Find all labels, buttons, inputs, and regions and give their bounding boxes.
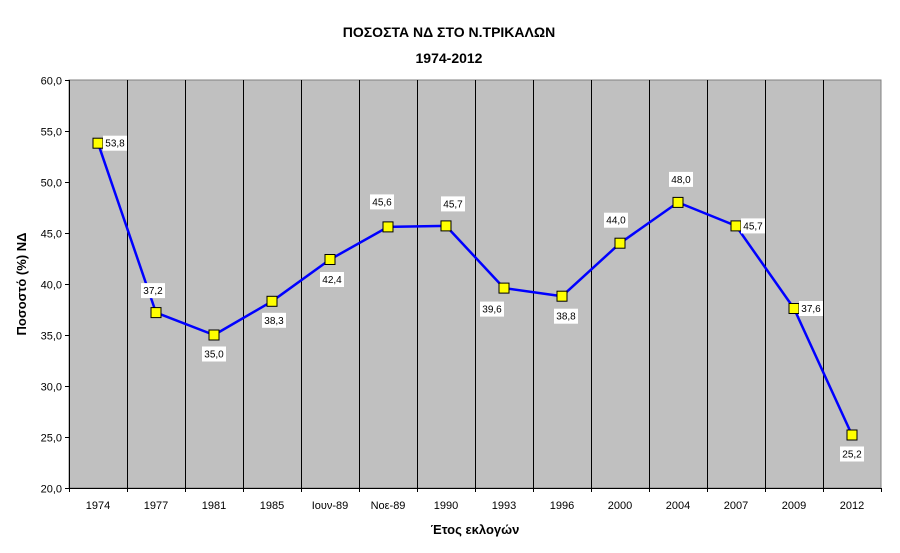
x-tick-label: 2012 bbox=[840, 500, 864, 512]
data-point-marker bbox=[614, 237, 626, 249]
y-tick-label: 25,0 bbox=[41, 433, 62, 445]
data-label-text: 39,6 bbox=[482, 305, 502, 316]
y-tick-label: 30,0 bbox=[41, 382, 62, 394]
x-tick-label: Ιουν-89 bbox=[312, 500, 349, 512]
data-label-text: 48,0 bbox=[671, 175, 691, 186]
x-tick-label: 2009 bbox=[782, 500, 806, 512]
y-tick-label: 35,0 bbox=[41, 331, 62, 343]
data-label-box bbox=[480, 301, 504, 317]
data-label-text: 38,3 bbox=[264, 316, 284, 327]
x-tick-label: 1993 bbox=[492, 500, 516, 512]
data-label: 48,0 bbox=[669, 171, 693, 187]
y-axis-title: Ποσοστό (%) ΝΔ bbox=[14, 233, 29, 336]
data-label: 37,6 bbox=[799, 301, 823, 316]
x-tick-label: Νοε-89 bbox=[371, 500, 406, 512]
data-label-box bbox=[141, 283, 165, 299]
data-label-box bbox=[741, 218, 765, 234]
data-label-box bbox=[320, 272, 344, 287]
data-label-box bbox=[840, 446, 864, 462]
x-axis: 1974 1977 1981 1985 Ιουν-89 Νοε-89 1990 1993 199… bbox=[69, 488, 882, 512]
data-label: 45,7 bbox=[741, 218, 765, 234]
data-label-box bbox=[441, 196, 465, 212]
data-label-box bbox=[669, 171, 693, 187]
y-tick-label: 20,0 bbox=[41, 484, 62, 496]
data-label-text: 45,6 bbox=[372, 197, 392, 208]
data-point-marker bbox=[556, 290, 568, 302]
series-layer bbox=[92, 137, 858, 441]
chart-title: ΠΟΣΟΣΤΑ ΝΔ ΣΤΟ Ν.ΤΡΙΚΑΛΩΝ bbox=[343, 24, 555, 40]
x-tick-label: 2000 bbox=[608, 500, 632, 512]
x-tick-label: 1985 bbox=[260, 500, 284, 512]
data-label: 25,2 bbox=[840, 446, 864, 462]
data-label-box bbox=[799, 301, 823, 316]
data-label: 35,0 bbox=[202, 346, 226, 362]
y-tick-label: 45,0 bbox=[41, 229, 62, 241]
data-point-marker bbox=[440, 220, 452, 232]
data-label-box bbox=[103, 135, 127, 151]
data-label-text: 25,2 bbox=[842, 450, 862, 461]
y-tick-label: 50,0 bbox=[41, 178, 62, 190]
data-point-marker bbox=[150, 307, 162, 319]
grid-layer bbox=[127, 80, 824, 488]
x-tick-label: 1974 bbox=[86, 500, 110, 512]
x-tick-label: 1996 bbox=[550, 500, 574, 512]
chart-subtitle: 1974-2012 bbox=[416, 50, 483, 66]
x-tick-label: 1981 bbox=[202, 500, 226, 512]
data-label-text: 53,8 bbox=[105, 139, 125, 150]
y-axis: 20,0 25,0 30,0 35,0 40,0 45,0 50,0 55,0 60,0 bbox=[41, 76, 70, 496]
data-point-marker bbox=[730, 220, 742, 232]
x-axis-title: Έτος εκλογών bbox=[431, 522, 520, 537]
data-point-marker bbox=[788, 303, 800, 314]
data-point-marker bbox=[208, 329, 220, 341]
data-label-text: 45,7 bbox=[743, 221, 763, 232]
data-point-marker bbox=[266, 295, 278, 307]
data-label: 53,8 bbox=[103, 135, 127, 151]
data-label-text: 37,6 bbox=[801, 304, 821, 315]
data-label-box bbox=[370, 194, 394, 210]
data-label-text: 38,8 bbox=[556, 312, 576, 323]
data-label: 44,0 bbox=[604, 212, 628, 228]
y-tick-label: 55,0 bbox=[41, 127, 62, 139]
x-tick-label: 1977 bbox=[144, 500, 168, 512]
y-tick-label: 60,0 bbox=[41, 76, 62, 88]
series-line bbox=[96, 142, 854, 436]
x-tick-label: 1990 bbox=[434, 500, 458, 512]
data-point-marker bbox=[498, 282, 510, 294]
data-label-text: 44,0 bbox=[606, 216, 626, 227]
data-label: 45,6 bbox=[370, 194, 394, 210]
data-label-text: 42,4 bbox=[322, 275, 342, 286]
y-tick-label: 40,0 bbox=[41, 280, 62, 292]
data-label-box bbox=[262, 312, 286, 328]
data-label-box bbox=[202, 346, 226, 362]
x-tick-label: 2004 bbox=[666, 500, 690, 512]
data-point-marker bbox=[92, 137, 104, 149]
data-label: 39,6 bbox=[480, 301, 504, 317]
data-label-text: 35,0 bbox=[204, 350, 224, 361]
data-label-box bbox=[604, 212, 628, 228]
data-point-marker bbox=[382, 221, 394, 233]
data-label-box bbox=[554, 308, 578, 324]
data-label: 42,4 bbox=[320, 272, 344, 287]
data-point-marker bbox=[846, 429, 858, 441]
data-label-text: 37,2 bbox=[143, 286, 163, 297]
data-label-text: 45,7 bbox=[443, 199, 463, 210]
data-label: 45,7 bbox=[441, 196, 465, 212]
data-point-marker bbox=[672, 196, 684, 208]
data-label: 37,2 bbox=[141, 283, 165, 299]
x-tick-label: 2007 bbox=[724, 500, 748, 512]
data-label: 38,3 bbox=[262, 312, 286, 328]
data-point-marker bbox=[324, 254, 336, 265]
data-labels-layer: 53,8 37,2 35,0 38,3 42,4 45,6 45,7 39,6 38,8 44,0… bbox=[103, 135, 864, 462]
data-label: 38,8 bbox=[554, 308, 578, 324]
